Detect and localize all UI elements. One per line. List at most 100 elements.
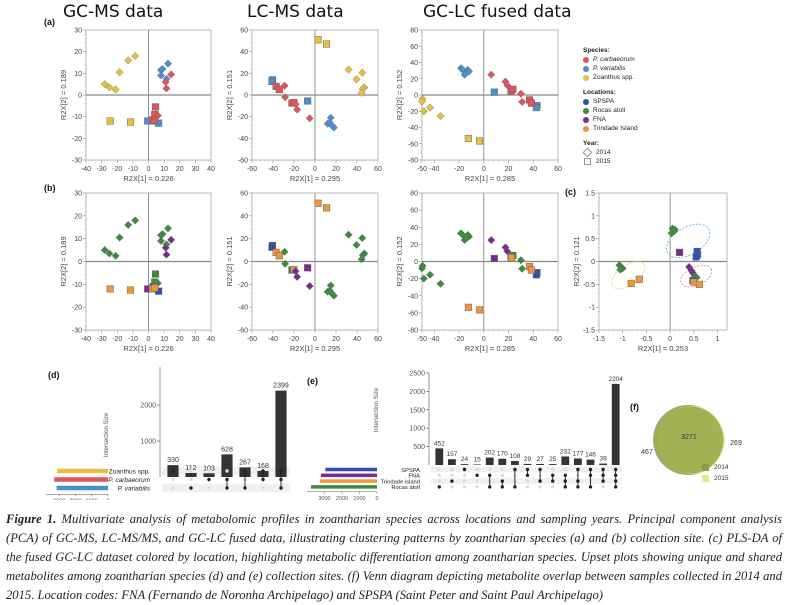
intersection-value-label: 2399 (273, 383, 289, 390)
matrix-dot-inactive (437, 473, 441, 477)
y-axis-label: R2X[2] = 0.121 (572, 236, 581, 286)
legend-locations-title: Locations: (583, 89, 616, 96)
intersection-value-label: 24 (461, 456, 469, 463)
data-point-diamond (460, 236, 469, 245)
venn-2014-only-count: 467 (641, 449, 653, 456)
y-tick-label: 60 (410, 44, 418, 51)
matrix-dot-inactive (488, 467, 492, 472)
y-tick-label: -1.5 (583, 328, 595, 335)
panel-label-f: (f) (630, 402, 639, 412)
x-tick-label: -20 (454, 166, 464, 173)
data-point-square (527, 99, 535, 107)
y-tick-label: -40 (408, 293, 418, 300)
data-point-diamond (465, 232, 473, 241)
matrix-dot-active (437, 485, 441, 489)
y-axis-label: Intersection Size (374, 387, 380, 432)
set-label: Trindade island (381, 479, 420, 485)
data-point-diamond (164, 224, 172, 233)
matrix-dot-inactive (563, 467, 567, 472)
y-tick-label: -1 (589, 305, 595, 312)
y-tick-label: 10 (74, 71, 82, 78)
data-point-diamond (167, 235, 176, 244)
data-point-square (527, 266, 535, 274)
matrix-dot-inactive (525, 485, 530, 489)
data-point-diamond (167, 70, 176, 79)
legend-item: P. variabilis (583, 64, 638, 73)
set-size-bar (56, 485, 108, 491)
set-label: Rocas atoll (391, 485, 420, 491)
legend-label: Rocas atoll (593, 107, 626, 114)
data-point-diamond (326, 281, 335, 290)
intersection-value-label: 112 (185, 465, 196, 472)
set-size-bar (57, 468, 108, 474)
x-tick-label: 40 (353, 336, 361, 343)
x-tick-label: -20 (454, 336, 464, 343)
y-tick-label: 0 (414, 259, 418, 266)
data-point-diamond (426, 270, 434, 279)
data-point-square (304, 97, 312, 105)
intersection-bar (185, 472, 197, 477)
y-tick-label: 0 (414, 93, 418, 100)
x-axis-label: R2X[1] = 0.285 (465, 174, 515, 183)
panel-label-a: (a) (44, 17, 55, 27)
data-point-diamond (162, 84, 171, 93)
x-tick-label: 0 (668, 336, 672, 343)
legend-label: FNA (593, 116, 606, 123)
x-tick-label: -30 (97, 336, 107, 343)
data-point-square (475, 306, 484, 314)
data-point-diamond (487, 70, 496, 79)
y-tick-label: 40 (410, 225, 418, 232)
legend-item: FNA (583, 115, 638, 124)
column-title-lcms: LC-MS data (247, 2, 344, 22)
square-marker-icon (584, 158, 591, 165)
data-point-diamond (460, 70, 469, 79)
x-tick-label: -20 (112, 166, 122, 173)
matrix-dot-inactive (551, 467, 555, 472)
data-point-diamond (124, 56, 133, 65)
x-tick-label: -40 (81, 336, 91, 343)
x-tick-label: 40 (207, 166, 215, 173)
x-tick-label: -30 (97, 166, 107, 173)
data-point-square (151, 284, 159, 292)
intersection-value-label: 15 (473, 456, 481, 463)
matrix-dot-inactive (437, 479, 441, 483)
data-point-square (151, 270, 160, 278)
x-tick-label: -60 (247, 166, 257, 173)
intersection-bar (221, 454, 233, 477)
confidence-ellipse (680, 264, 713, 288)
data-point-square (268, 243, 276, 251)
intersection-value-label: 168 (257, 463, 269, 470)
y-tick-label: 1.5 (585, 191, 595, 198)
data-point-square (275, 86, 283, 94)
y-tick-label: 60 (410, 208, 418, 215)
data-point-square (464, 134, 472, 143)
data-point-square (151, 103, 160, 111)
intersection-bar (485, 457, 494, 465)
caption-text: Multivariate analysis of metabolomic pro… (6, 512, 782, 602)
data-point-diamond (293, 105, 302, 114)
y-tick-label: 20 (74, 213, 82, 220)
x-tick-label: 40 (529, 166, 537, 173)
matrix-dot-inactive (207, 469, 211, 473)
x-axis-label: R2X[1] = 0.226 (123, 344, 173, 353)
legend-item: 2015 (583, 157, 638, 166)
data-point-diamond (280, 247, 289, 256)
set-size-bar (319, 479, 377, 483)
x-tick-label: -40 (81, 166, 91, 173)
venn-legend-swatch (702, 464, 709, 471)
y-tick-label: 1500 (409, 407, 425, 414)
matrix-dot-inactive (525, 479, 530, 483)
matrix-dot-inactive (475, 467, 479, 472)
x-tick-label: -20 (289, 166, 299, 173)
y-tick-label: 20 (240, 71, 248, 78)
pca-fused-species-plot: -50 -40 -20 0 20 40 60-80-60-40-20020406080R2X… (395, 28, 562, 184)
data-point-square (106, 285, 114, 293)
matrix-dot-active (563, 485, 567, 489)
pca-fused-location-plot: -50 -40 -20 0 20 40 60-80-60-40-20020406080R2X… (395, 191, 562, 354)
data-point-square (464, 303, 472, 311)
x-tick-label: -50 (417, 166, 427, 173)
x-tick-label: 0 (482, 336, 486, 343)
data-point-diamond (164, 59, 172, 68)
intersection-bar (435, 448, 444, 465)
